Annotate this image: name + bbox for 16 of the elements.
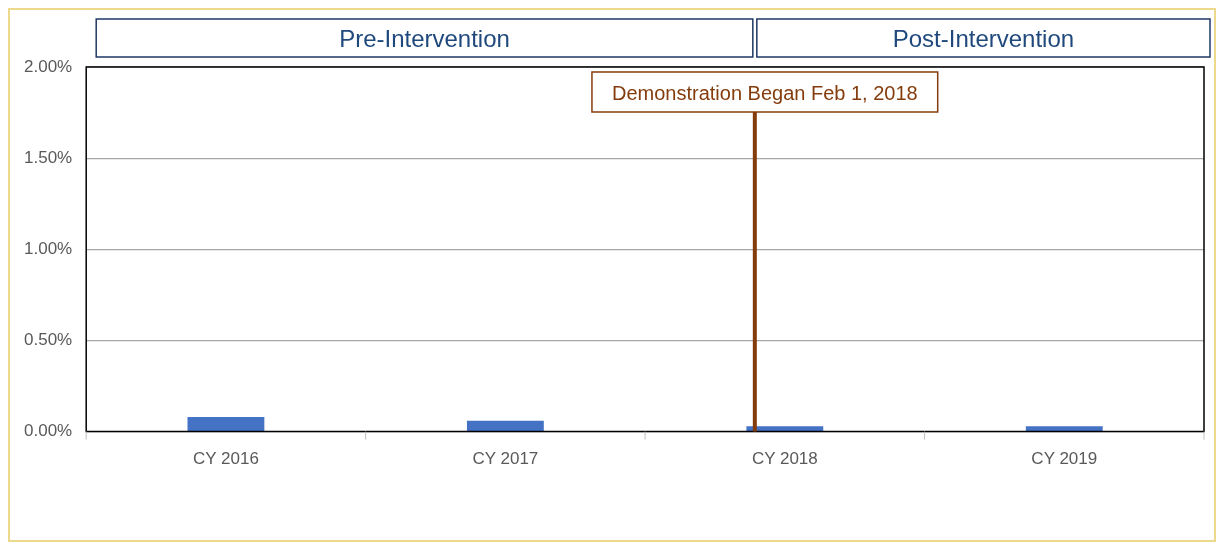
ref-line-label: Demonstration Began Feb 1, 2018 <box>611 81 918 104</box>
x-tick-label: CY 2016 <box>193 449 259 469</box>
bar <box>187 417 265 431</box>
x-tick-label: CY 2017 <box>472 449 539 469</box>
y-tick-label: 0.50% <box>24 330 73 350</box>
y-tick-label: 2.00% <box>24 56 73 76</box>
y-tick-label: 1.50% <box>24 147 73 167</box>
y-tick-label: 1.00% <box>24 238 73 258</box>
bar <box>466 420 544 431</box>
text: Post-Intervention <box>892 24 1075 52</box>
text: Pre-Intervention <box>339 24 510 52</box>
bar <box>746 426 824 431</box>
y-tick-label: 0.00% <box>24 421 73 441</box>
x-tick-label: CY 2019 <box>1031 449 1098 469</box>
x-tick-label: CY 2018 <box>751 449 818 469</box>
bar <box>1025 426 1103 431</box>
